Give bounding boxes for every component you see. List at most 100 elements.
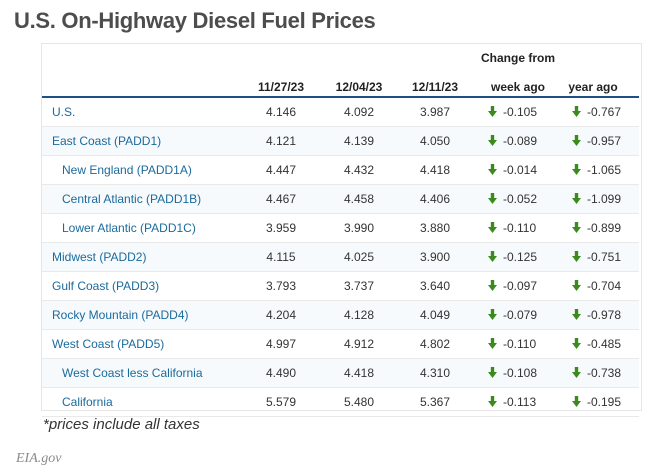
down-arrow-icon	[488, 338, 497, 350]
price-12-11-23: 3.640	[419, 279, 451, 293]
price-11-27-23: 4.204	[265, 308, 297, 322]
region-name: Central Atlantic (PADD1B)	[62, 192, 202, 206]
header-year-ago: year ago	[568, 80, 618, 94]
down-arrow-icon	[572, 309, 581, 321]
price-11-27-23: 3.793	[265, 279, 297, 293]
change-week-ago: -0.113	[488, 388, 536, 416]
region-name: Gulf Coast (PADD3)	[52, 279, 160, 293]
header-col-12-04-23: 12/04/23	[335, 80, 383, 94]
price-11-27-23: 4.467	[265, 192, 297, 206]
region-name: Midwest (PADD2)	[52, 250, 147, 264]
price-12-11-23: 3.900	[419, 250, 451, 264]
change-year-ago: -0.957	[572, 127, 621, 155]
change-week-ago: -0.089	[488, 127, 537, 155]
price-12-04-23: 4.139	[343, 134, 375, 148]
change-year-value: -0.195	[587, 395, 622, 409]
change-year-value: -0.899	[587, 221, 622, 235]
change-year-value: -1.099	[587, 192, 622, 206]
down-arrow-icon	[572, 251, 581, 263]
change-year-ago: -0.704	[572, 272, 621, 300]
price-12-11-23: 4.418	[419, 163, 451, 177]
down-arrow-icon	[572, 193, 581, 205]
table-row: West Coast less California 4.490 4.418 4.31…	[42, 359, 639, 388]
change-year-ago: -1.099	[572, 185, 621, 213]
price-11-27-23: 3.959	[265, 221, 297, 235]
table-row: U.S. 4.146 4.092 3.987 -0.105 -0.767	[42, 98, 639, 127]
price-11-27-23: 4.146	[265, 105, 297, 119]
down-arrow-icon	[488, 164, 497, 176]
header-col-12-11-23: 12/11/23	[411, 80, 459, 94]
footnote: *prices include all taxes	[43, 416, 200, 433]
header-week-ago: week ago	[490, 80, 546, 94]
region-name: East Coast (PADD1)	[52, 134, 162, 148]
change-year-ago: -0.485	[572, 330, 621, 358]
change-week-value: -0.105	[503, 105, 538, 119]
price-11-27-23: 4.121	[265, 134, 297, 148]
down-arrow-icon	[572, 338, 581, 350]
change-year-ago: -0.899	[572, 214, 621, 242]
price-12-11-23: 4.802	[419, 337, 451, 351]
table-row: California 5.579 5.480 5.367 -0.113 -0.195	[42, 388, 639, 417]
change-week-value: -0.079	[503, 308, 538, 322]
price-12-11-23: 4.406	[419, 192, 451, 206]
change-year-ago: -0.738	[572, 359, 621, 387]
change-week-ago: -0.079	[488, 301, 537, 329]
change-year-ago: -0.767	[572, 98, 621, 126]
page-title: U.S. On-Highway Diesel Fuel Prices	[14, 8, 376, 33]
table-row: Central Atlantic (PADD1B) 4.467 4.458 4.406…	[42, 185, 639, 214]
down-arrow-icon	[488, 135, 497, 147]
down-arrow-icon	[572, 164, 581, 176]
down-arrow-icon	[572, 106, 581, 118]
price-12-04-23: 4.418	[343, 366, 375, 380]
change-week-value: -0.014	[503, 163, 538, 177]
down-arrow-icon	[488, 367, 497, 379]
change-week-value: -0.113	[503, 395, 537, 409]
change-week-value: -0.110	[503, 337, 537, 351]
price-12-11-23: 4.050	[419, 134, 451, 148]
change-year-value: -1.065	[587, 163, 622, 177]
region-name: New England (PADD1A)	[62, 163, 192, 177]
price-12-04-23: 4.092	[343, 105, 375, 119]
down-arrow-icon	[488, 280, 497, 292]
price-12-11-23: 4.310	[419, 366, 451, 380]
change-year-value: -0.738	[587, 366, 622, 380]
price-12-04-23: 4.128	[343, 308, 375, 322]
change-week-ago: -0.097	[488, 272, 537, 300]
change-week-value: -0.125	[503, 250, 538, 264]
header-col-11-27-23: 11/27/23	[257, 80, 305, 94]
price-table-panel	[41, 43, 642, 411]
price-11-27-23: 4.490	[265, 366, 297, 380]
change-year-value: -0.767	[587, 105, 622, 119]
table-row: East Coast (PADD1) 4.121 4.139 4.050 -0.089 -…	[42, 127, 639, 156]
price-12-04-23: 3.737	[343, 279, 375, 293]
down-arrow-icon	[488, 193, 497, 205]
change-week-value: -0.052	[503, 192, 538, 206]
table-row: West Coast (PADD5) 4.997 4.912 4.802 -0.110 -…	[42, 330, 639, 359]
change-week-ago: -0.108	[488, 359, 537, 387]
price-12-04-23: 3.990	[343, 221, 375, 235]
change-year-value: -0.751	[587, 250, 622, 264]
region-name: West Coast (PADD5)	[52, 337, 165, 351]
change-year-value: -0.704	[587, 279, 622, 293]
change-week-ago: -0.110	[488, 330, 536, 358]
price-12-04-23: 4.432	[343, 163, 375, 177]
price-12-04-23: 4.458	[343, 192, 375, 206]
header-change-from: Change from	[480, 51, 555, 65]
down-arrow-icon	[488, 222, 497, 234]
table-row: Lower Atlantic (PADD1C) 3.959 3.990 3.880 -0…	[42, 214, 639, 243]
change-year-ago: -0.978	[572, 301, 621, 329]
change-year-ago: -0.195	[572, 388, 621, 416]
price-12-11-23: 5.367	[419, 395, 451, 409]
change-week-value: -0.097	[503, 279, 538, 293]
table-row: New England (PADD1A) 4.447 4.432 4.418 -0.01…	[42, 156, 639, 185]
region-name: Lower Atlantic (PADD1C)	[62, 221, 196, 235]
header-divider	[42, 96, 639, 98]
price-12-04-23: 4.025	[343, 250, 375, 264]
region-name: Rocky Mountain (PADD4)	[52, 308, 189, 322]
down-arrow-icon	[572, 135, 581, 147]
down-arrow-icon	[488, 106, 497, 118]
price-12-04-23: 5.480	[343, 395, 375, 409]
price-11-27-23: 4.997	[265, 337, 297, 351]
change-week-value: -0.089	[503, 134, 538, 148]
price-12-11-23: 3.880	[419, 221, 451, 235]
